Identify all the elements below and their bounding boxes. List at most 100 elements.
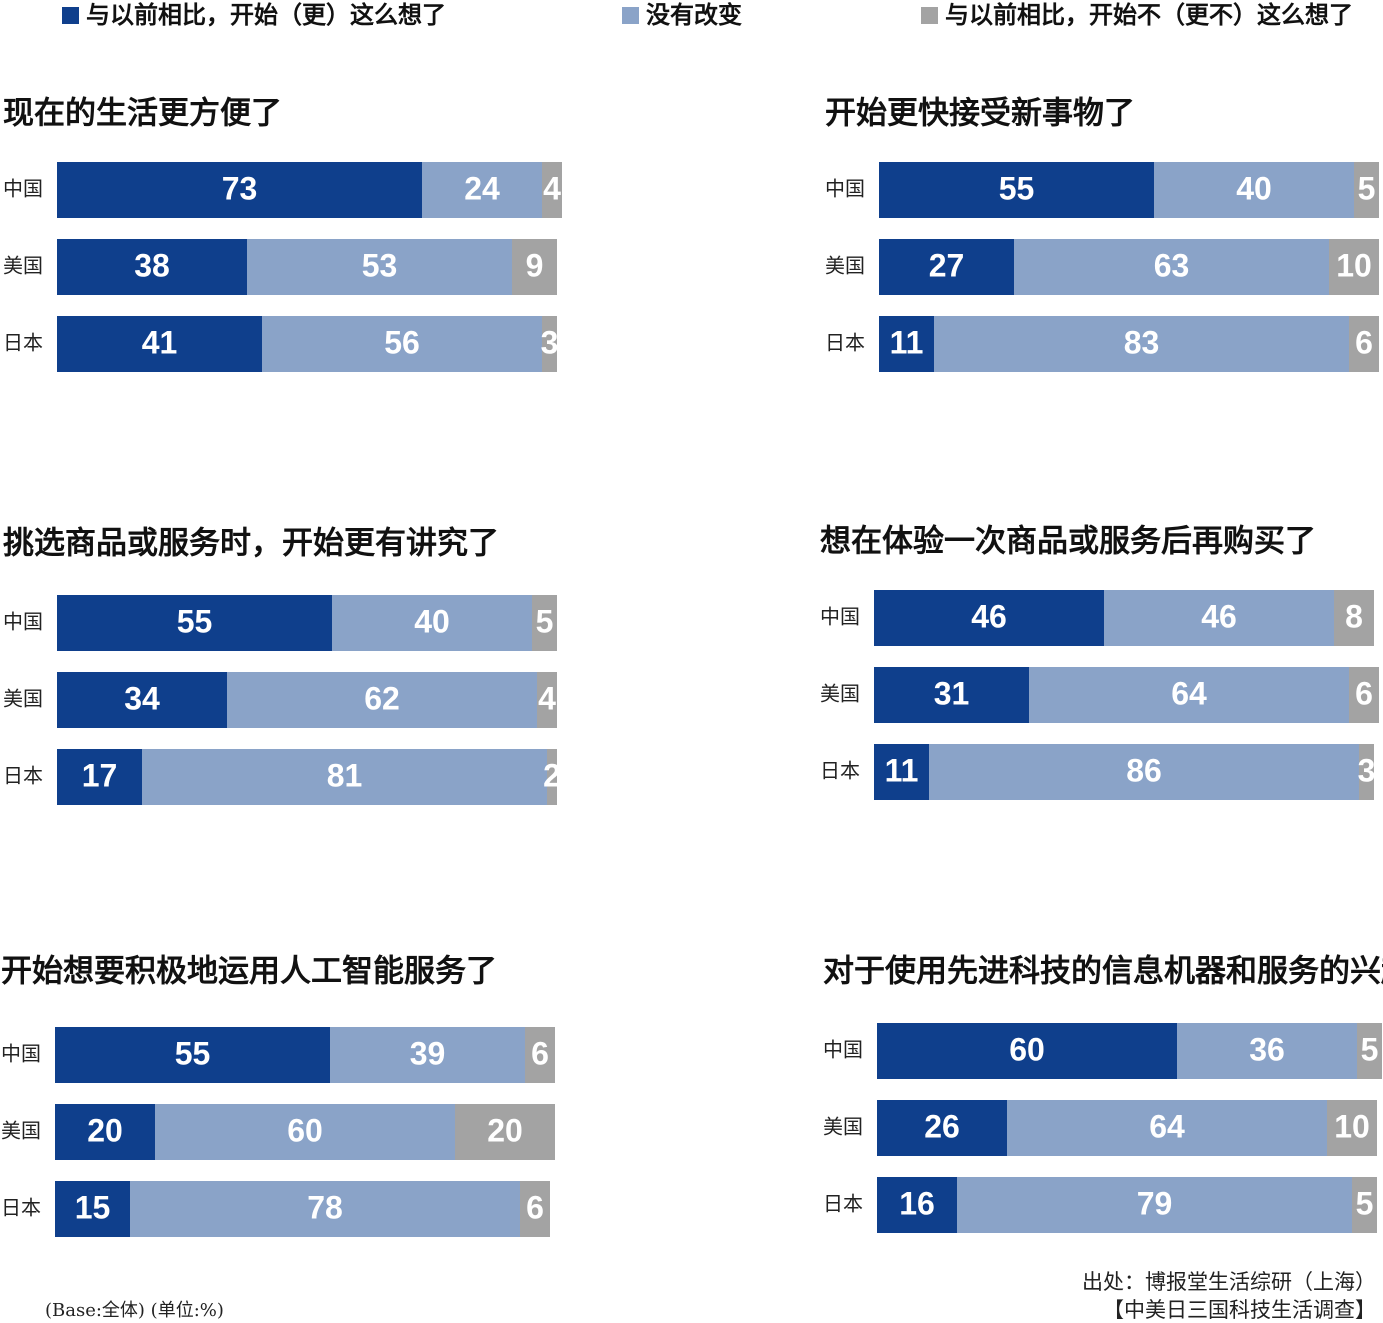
bar-segment bbox=[55, 1027, 330, 1083]
bar-value: 24 bbox=[464, 170, 500, 206]
bar-value: 10 bbox=[1336, 247, 1372, 283]
category-label: 中国 bbox=[823, 1038, 863, 1062]
bar-value: 41 bbox=[142, 324, 178, 360]
bar-segment bbox=[1329, 239, 1379, 295]
bar-value: 5 bbox=[1361, 1031, 1379, 1067]
bar-segment bbox=[247, 239, 512, 295]
bar-value: 55 bbox=[999, 170, 1035, 206]
category-label: 日本 bbox=[825, 331, 865, 355]
bar-segment bbox=[520, 1181, 550, 1237]
bar-segment bbox=[532, 595, 557, 651]
bar-segment bbox=[879, 316, 934, 372]
bar-segment bbox=[1327, 1100, 1377, 1156]
category-label: 日本 bbox=[1, 1196, 41, 1220]
bar-value: 56 bbox=[384, 324, 420, 360]
category-label: 中国 bbox=[3, 610, 43, 634]
bar-value: 5 bbox=[1356, 1185, 1374, 1221]
bar-value: 10 bbox=[1334, 1108, 1370, 1144]
bar-value: 31 bbox=[934, 675, 970, 711]
bar-value: 63 bbox=[1154, 247, 1190, 283]
bar-segment bbox=[1349, 316, 1379, 372]
bar-segment bbox=[929, 744, 1359, 800]
bar-value: 16 bbox=[899, 1185, 935, 1221]
bar-segment bbox=[542, 162, 562, 218]
bar-segment bbox=[1029, 667, 1349, 723]
bar-segment bbox=[57, 162, 422, 218]
bar-segment bbox=[874, 744, 929, 800]
bar-value: 81 bbox=[327, 757, 363, 793]
panel-title: 想在体验一次商品或服务后再购买了 bbox=[820, 524, 1316, 560]
bar-segment bbox=[130, 1181, 520, 1237]
bar-segment bbox=[1177, 1023, 1357, 1079]
legend-label: 没有改变 bbox=[646, 1, 742, 29]
category-label: 日本 bbox=[823, 1192, 863, 1216]
bar-segment bbox=[57, 239, 247, 295]
bar-segment bbox=[1354, 162, 1379, 218]
bar-value: 2 bbox=[543, 757, 561, 793]
bar-value: 55 bbox=[177, 603, 213, 639]
bar-segment bbox=[1357, 1023, 1382, 1079]
bar-value: 20 bbox=[487, 1112, 523, 1148]
bar-value: 6 bbox=[1355, 675, 1373, 711]
note: (Base:全体) (单位:%) bbox=[45, 1300, 224, 1321]
bar-segment bbox=[330, 1027, 525, 1083]
bar-segment bbox=[57, 749, 142, 805]
bar-value: 11 bbox=[885, 752, 919, 788]
bar-segment bbox=[879, 162, 1154, 218]
bar-segment bbox=[57, 595, 332, 651]
category-label: 美国 bbox=[825, 254, 865, 278]
bar-value: 9 bbox=[526, 247, 544, 283]
bar-value: 64 bbox=[1149, 1108, 1185, 1144]
category-label: 美国 bbox=[3, 687, 43, 711]
bar-value: 15 bbox=[75, 1189, 111, 1225]
bar-value: 34 bbox=[124, 680, 160, 716]
legend-label: 与以前相比，开始（更）这么想了 bbox=[86, 1, 446, 29]
source: 【中美日三国科技生活调查】 bbox=[1103, 1298, 1376, 1322]
bar-segment bbox=[262, 316, 542, 372]
legend-swatch bbox=[921, 7, 938, 24]
category-label: 中国 bbox=[825, 177, 865, 201]
bar-segment bbox=[1359, 744, 1374, 800]
bar-segment bbox=[957, 1177, 1352, 1233]
bar-value: 6 bbox=[526, 1189, 544, 1225]
bar-segment bbox=[879, 239, 1014, 295]
bar-value: 6 bbox=[1355, 324, 1373, 360]
bar-value: 5 bbox=[536, 603, 554, 639]
bar-segment bbox=[547, 749, 557, 805]
bar-segment bbox=[422, 162, 542, 218]
bar-value: 26 bbox=[924, 1108, 960, 1144]
bar-segment bbox=[877, 1100, 1007, 1156]
bar-segment bbox=[877, 1023, 1177, 1079]
bar-value: 39 bbox=[410, 1035, 446, 1071]
category-label: 美国 bbox=[3, 254, 43, 278]
bar-value: 53 bbox=[362, 247, 398, 283]
bar-value: 46 bbox=[971, 598, 1007, 634]
bar-value: 8 bbox=[1345, 598, 1363, 634]
legend-label: 与以前相比，开始不（更不）这么想了 bbox=[945, 1, 1353, 29]
bar-value: 60 bbox=[287, 1112, 323, 1148]
bar-value: 62 bbox=[364, 680, 400, 716]
bar-segment bbox=[512, 239, 557, 295]
category-label: 中国 bbox=[820, 605, 860, 629]
bar-value: 3 bbox=[1358, 752, 1376, 788]
bar-value: 36 bbox=[1249, 1031, 1285, 1067]
bar-value: 11 bbox=[890, 324, 924, 360]
bar-segment bbox=[227, 672, 537, 728]
category-label: 日本 bbox=[3, 331, 43, 355]
panel-title: 现在的生活更方便了 bbox=[3, 96, 282, 132]
bar-value: 5 bbox=[1358, 170, 1376, 206]
category-label: 美国 bbox=[820, 682, 860, 706]
category-label: 美国 bbox=[1, 1119, 41, 1143]
bar-segment bbox=[1154, 162, 1354, 218]
panel-title: 对于使用先进科技的信息机器和服务的兴趣增强了 bbox=[823, 954, 1383, 990]
bar-value: 27 bbox=[929, 247, 965, 283]
bar-segment bbox=[57, 672, 227, 728]
bar-segment bbox=[1104, 590, 1334, 646]
bar-segment bbox=[332, 595, 532, 651]
bar-segment bbox=[542, 316, 557, 372]
bar-segment bbox=[877, 1177, 957, 1233]
bar-segment bbox=[1352, 1177, 1377, 1233]
bar-value: 17 bbox=[82, 757, 118, 793]
bar-segment bbox=[1014, 239, 1329, 295]
